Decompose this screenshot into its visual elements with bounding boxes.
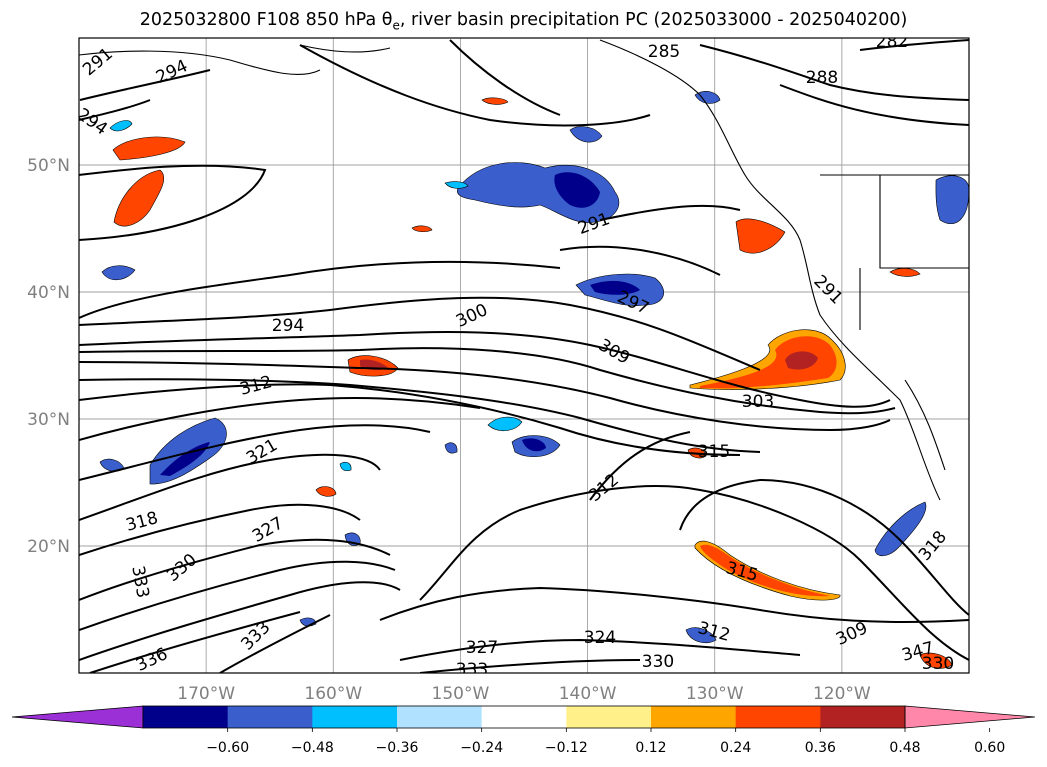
colorbar-segment (143, 706, 229, 728)
precip-patch (113, 169, 165, 227)
precip-patch (444, 181, 469, 189)
colorbar-segment (312, 706, 398, 728)
precip-patch (874, 501, 927, 557)
colorbar-segment (735, 706, 821, 728)
colorbar-tick-label: 0.60 (974, 740, 1005, 756)
colorbar-frame (142, 705, 906, 729)
colorbar-tick-label: −0.24 (460, 740, 503, 756)
gridlines (79, 38, 969, 673)
map-title: 2025032800 F108 850 hPa θe, river basin … (139, 10, 908, 33)
precip-patch (685, 627, 717, 643)
contour-label: 330 (922, 654, 954, 674)
precip-patch (339, 461, 352, 472)
colorbar-segment (820, 706, 906, 728)
contour-label: 333 (456, 660, 488, 680)
latitude-tick-labels: 50°N 40°N 30°N 20°N (27, 156, 70, 557)
lat-tick-label: 40°N (27, 283, 70, 303)
lon-tick-label: 140°W (559, 684, 617, 704)
precip-patch (590, 280, 640, 295)
lon-tick-label: 120°W (813, 684, 871, 704)
precip-patch (315, 486, 337, 497)
colorbar-tick-label: −0.48 (291, 740, 334, 756)
map-frame (78, 37, 970, 674)
colorbar-extend-low (11, 705, 144, 729)
lon-tick-label: 130°W (686, 684, 744, 704)
colorbar-tick-label: 0.48 (889, 740, 920, 756)
precip-patch (700, 336, 837, 389)
lat-tick-label: 50°N (27, 156, 70, 176)
theta-e-contours (79, 39, 969, 673)
precip-patch (522, 438, 546, 452)
colorbar-tick-label: 0.12 (635, 740, 666, 756)
colorbar-tick-label: −0.60 (206, 740, 249, 756)
colorbar-segment (397, 706, 483, 728)
precip-patch (109, 120, 133, 132)
precip-patch (481, 97, 509, 105)
precip-patch (919, 652, 953, 669)
precip-patch (554, 172, 600, 208)
precip-patch (785, 351, 818, 370)
colorbar-tick-label: −0.36 (376, 740, 419, 756)
colorbar-tick-label: 0.36 (805, 740, 836, 756)
colorbar-extend-high (904, 705, 1036, 729)
contour-label: 327 (466, 638, 498, 658)
lon-tick-label: 150°W (432, 684, 490, 704)
lat-tick-label: 30°N (27, 410, 70, 430)
colorbar-segment (227, 706, 313, 728)
lon-tick-label: 160°W (304, 684, 362, 704)
precip-patch (569, 126, 603, 143)
colorbar-tick-labels: −0.60 −0.48 −0.36 −0.24 −0.12 0.12 0.24 0.36 0.4… (206, 728, 1005, 756)
longitude-tick-labels: 170°W 160°W 150°W 140°W 130°W 120°W (177, 684, 871, 704)
precip-shading (99, 91, 969, 669)
precip-patch (444, 442, 458, 454)
lat-tick-label: 20°N (27, 537, 70, 557)
coastlines (79, 39, 969, 501)
colorbar-segment (651, 706, 737, 728)
precip-patch (700, 544, 830, 597)
contour-label: 285 (648, 42, 680, 62)
lon-tick-label: 170°W (177, 684, 235, 704)
precip-patch (889, 268, 921, 277)
contour-label: 330 (642, 652, 674, 672)
precip-patch (935, 175, 969, 225)
contour-label: 315 (698, 442, 730, 462)
precip-patch (101, 265, 136, 281)
colorbar-segment (481, 706, 567, 728)
contour-label: 282 (876, 32, 908, 52)
precip-patch (112, 136, 186, 161)
contour-label: 288 (806, 68, 838, 88)
precip-patch (694, 91, 721, 104)
precip-patch (735, 218, 786, 254)
contour-label: 303 (742, 392, 774, 412)
colorbar-tick-label: −0.12 (545, 740, 588, 756)
precip-patch (411, 225, 433, 233)
colorbar (11, 705, 1036, 729)
precip-patch (487, 416, 523, 431)
contour-label: 324 (584, 628, 616, 648)
colorbar-segment (566, 706, 652, 728)
precip-patch (694, 540, 841, 601)
colorbar-tick-label: 0.24 (720, 740, 751, 756)
contour-label: 294 (272, 316, 304, 336)
